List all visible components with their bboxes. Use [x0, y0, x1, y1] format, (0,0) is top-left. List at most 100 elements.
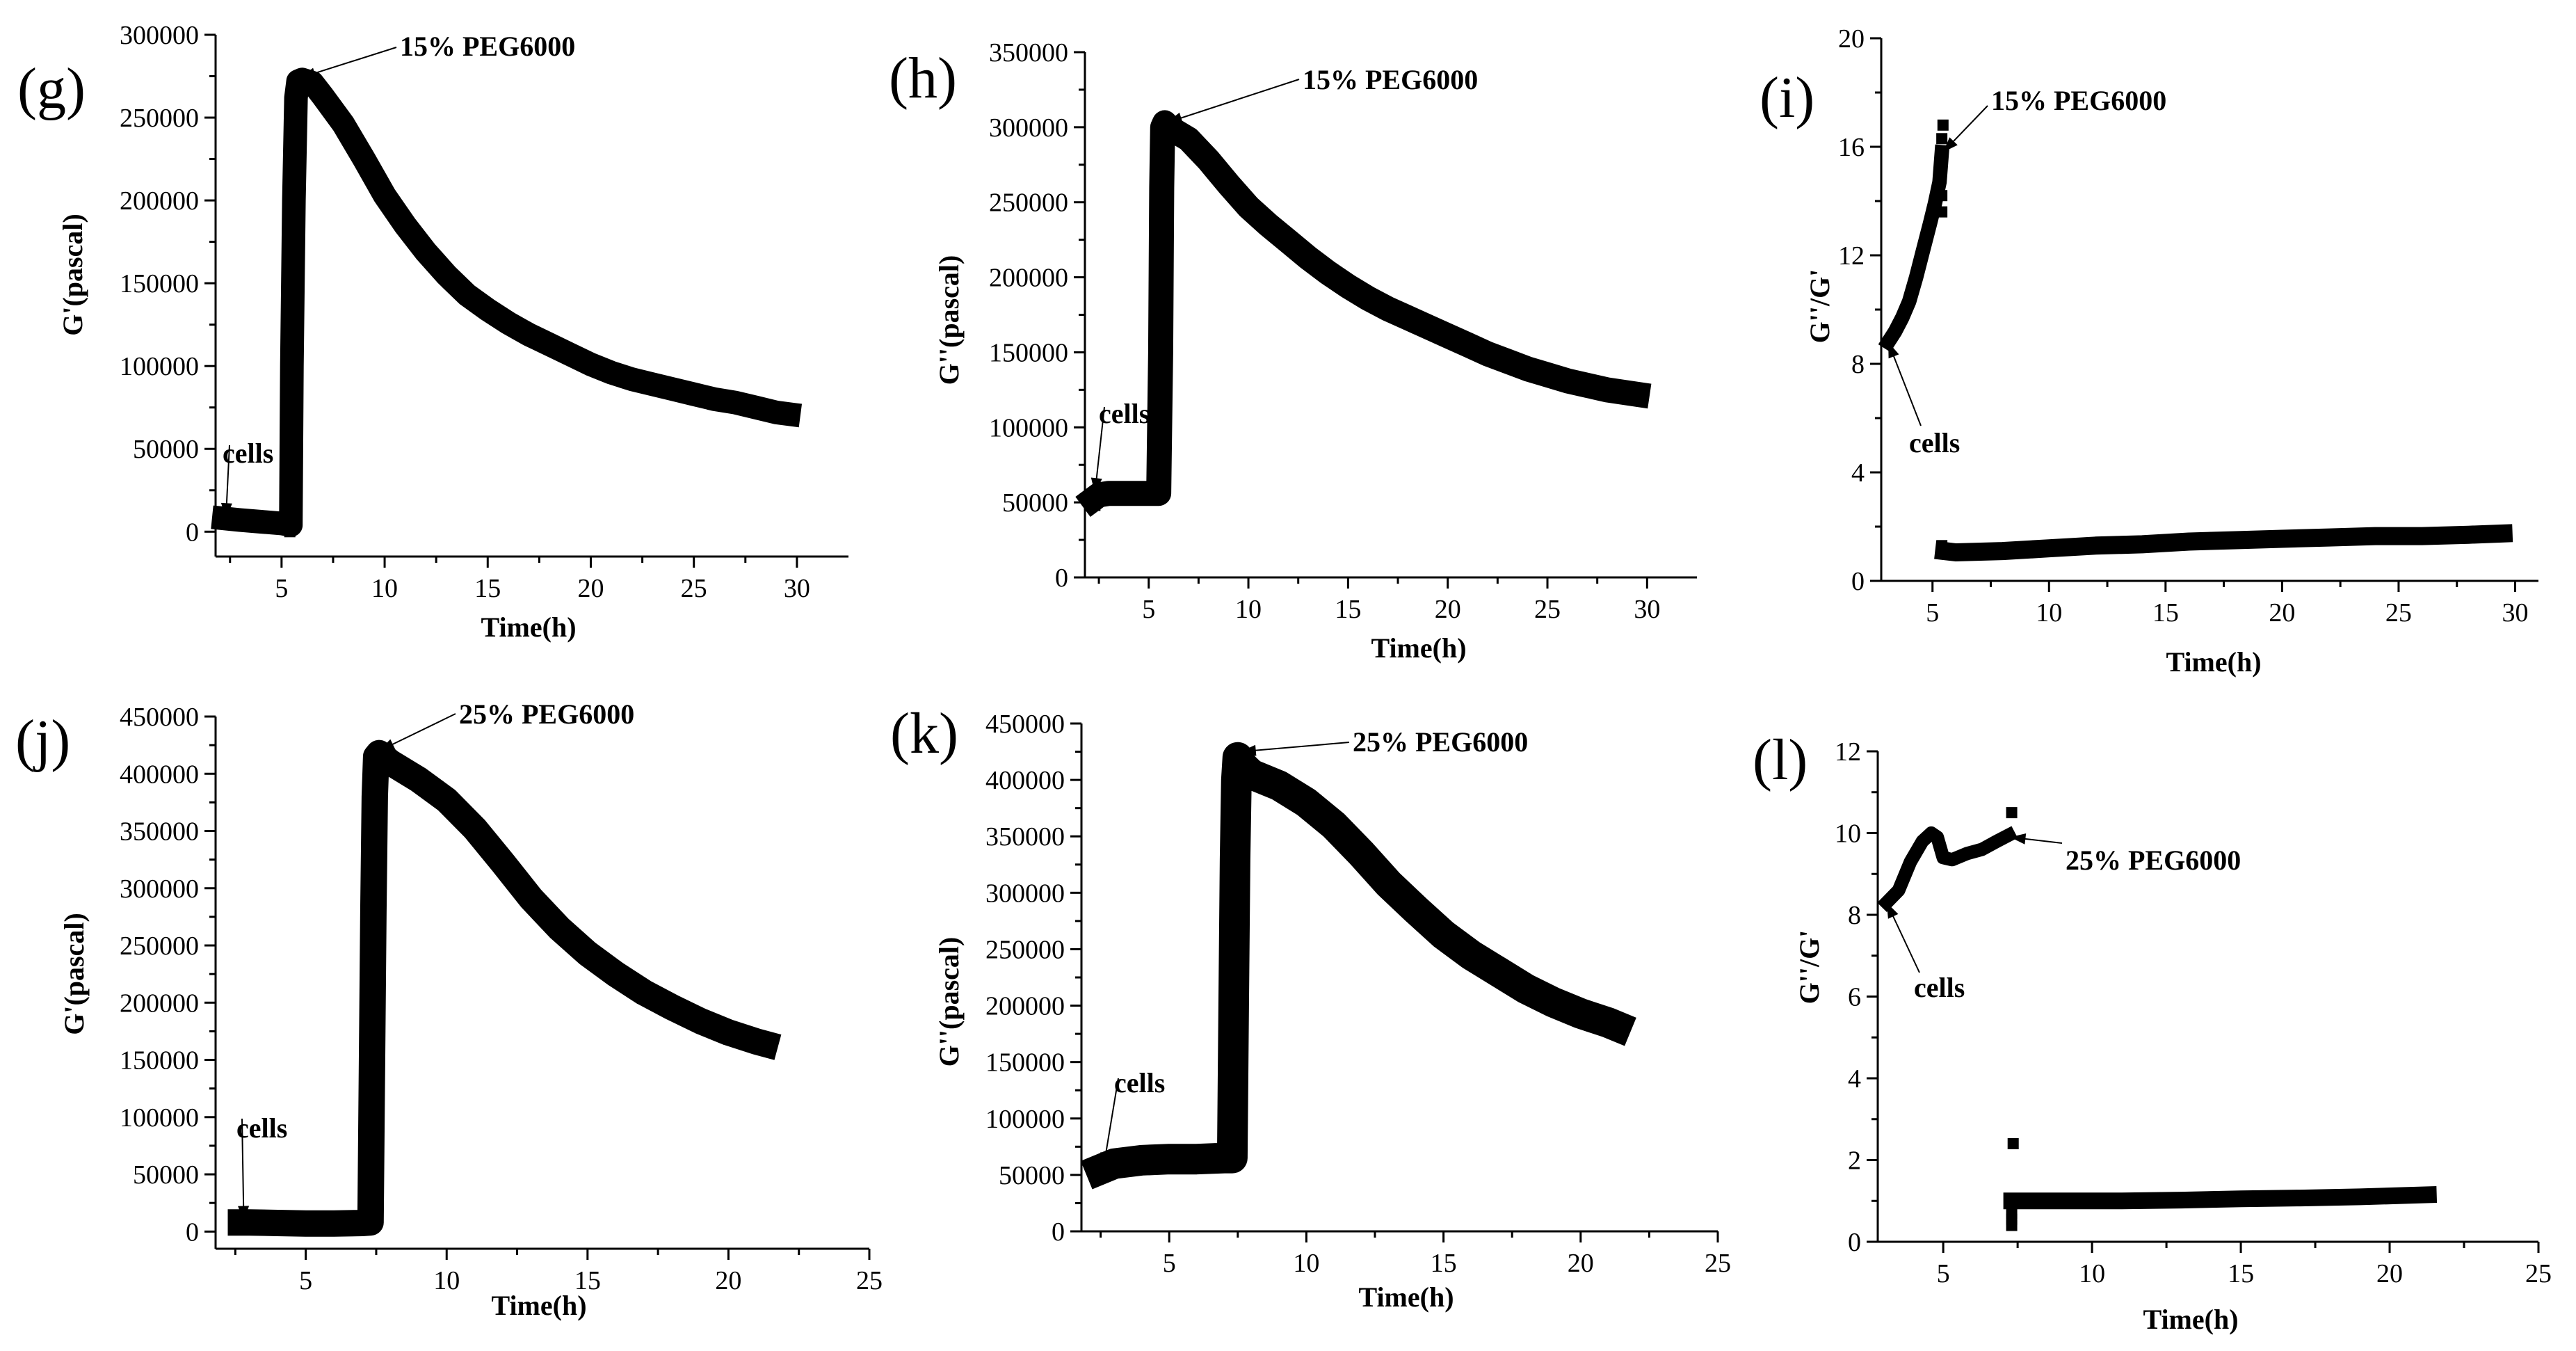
- y-tick-label: 50000: [999, 1161, 1065, 1190]
- y-tick-label: 400000: [120, 760, 199, 789]
- data-point: [367, 1008, 379, 1020]
- y-tick-label: 300000: [120, 21, 199, 50]
- y-axis-title: G'(pascal): [58, 913, 90, 1035]
- x-tick-label: 25: [681, 574, 707, 603]
- data-point: [2007, 1138, 2019, 1149]
- annotation-arrow: [1166, 79, 1300, 124]
- x-tick-label: 20: [715, 1266, 741, 1295]
- data-layer: [1877, 807, 2438, 1231]
- data-series-0: [1080, 742, 1636, 1190]
- x-tick-label: 5: [1926, 598, 1939, 627]
- data-layer: [1080, 742, 1636, 1190]
- x-tick-label: 15: [2228, 1259, 2254, 1288]
- data-point: [367, 962, 379, 974]
- annotation-arrow: [241, 1118, 245, 1222]
- x-tick-label: 10: [2079, 1259, 2105, 1288]
- y-tick-label: 300000: [120, 874, 199, 904]
- y-tick-label: 100000: [120, 352, 199, 381]
- y-tick-label: 350000: [120, 817, 199, 847]
- annotation-arrowhead: [238, 1206, 250, 1222]
- x-tick-label: 20: [1435, 595, 1461, 624]
- y-tick-label: 200000: [120, 989, 199, 1018]
- y-tick-label: 200000: [989, 264, 1068, 293]
- y-tick-label: 6: [1848, 983, 1861, 1012]
- data-point: [284, 471, 296, 483]
- data-point: [285, 377, 297, 388]
- annotation-arrowhead: [1166, 112, 1183, 124]
- annotation-arrowhead: [1100, 1152, 1111, 1169]
- x-tick-label: 30: [784, 574, 810, 603]
- y-tick-label: 4: [1851, 458, 1865, 488]
- annotation-arrow: [300, 47, 397, 79]
- x-axis-title: Time(h): [1358, 1281, 1454, 1313]
- y-tick-label: 8: [1851, 350, 1865, 379]
- panel-h: (h) G''(pascal) Time(h) 15% PEG6000 cell…: [889, 38, 1697, 664]
- y-tick-label: 16: [1838, 133, 1865, 162]
- data-point: [1154, 424, 1166, 436]
- x-tick-label: 15: [1335, 595, 1361, 624]
- data-series-0: [211, 67, 803, 537]
- data-point: [284, 493, 296, 504]
- annotation-arrowhead: [1888, 342, 1899, 359]
- annotation-arrowhead: [1886, 902, 1899, 919]
- data-point: [1154, 365, 1166, 376]
- y-tick-label: 100000: [985, 1105, 1065, 1134]
- annotation-arrowhead: [1942, 137, 1958, 152]
- data-point: [2006, 807, 2018, 819]
- x-tick-label: 10: [2036, 598, 2062, 627]
- x-tick-label: 10: [371, 574, 398, 603]
- y-tick-label: 450000: [120, 703, 199, 732]
- y-tick-label: 0: [1055, 563, 1068, 593]
- data-series-0: [1075, 110, 1652, 517]
- y-tick-label: 350000: [989, 38, 1068, 67]
- data-series-0: [1878, 144, 1950, 353]
- data-series-1: [1934, 524, 2513, 561]
- y-tick-label: 250000: [989, 189, 1068, 218]
- y-tick-label: 350000: [985, 822, 1065, 852]
- axes: 5 10 15 20 25 0 50000 100000 150000 200000 250000 3…: [120, 703, 883, 1295]
- y-axis-title: G''/G': [1794, 930, 1825, 1005]
- x-axis-title: Time(h): [491, 1290, 586, 1321]
- y-tick-label: 8: [1848, 901, 1861, 930]
- data-point: [1229, 1056, 1241, 1068]
- y-tick-label: 300000: [985, 879, 1065, 908]
- data-layer: [227, 713, 782, 1237]
- x-tick-label: 5: [1163, 1249, 1176, 1278]
- y-tick-label: 250000: [120, 932, 199, 961]
- data-point: [1229, 1096, 1241, 1108]
- x-tick-label: 5: [1937, 1259, 1950, 1288]
- y-tick-label: 20: [1838, 24, 1865, 54]
- data-point: [1229, 1016, 1241, 1028]
- x-tick-label: 25: [1534, 595, 1561, 624]
- data-point: [2006, 1207, 2018, 1219]
- y-tick-label: 50000: [1002, 488, 1068, 518]
- x-tick-label: 25: [1705, 1249, 1731, 1278]
- x-tick-label: 25: [2525, 1259, 2552, 1288]
- panel-label: (j): [15, 708, 70, 773]
- y-tick-label: 50000: [133, 1160, 199, 1190]
- annotation-cells: cells: [1099, 398, 1150, 429]
- annotation-arrowhead: [2010, 833, 2027, 845]
- x-axis-title: Time(h): [1371, 632, 1466, 664]
- x-tick-label: 30: [1634, 595, 1660, 624]
- annotation-peg: 15% PEG6000: [1303, 64, 1478, 95]
- y-tick-label: 4: [1848, 1064, 1861, 1094]
- data-point: [1937, 119, 1949, 131]
- annotation-arrowhead: [1090, 477, 1102, 494]
- x-tick-label: 20: [2376, 1259, 2403, 1288]
- data-point: [367, 934, 379, 945]
- annotation-cells: cells: [236, 1112, 287, 1144]
- y-tick-label: 0: [1851, 567, 1865, 596]
- panel-i: (i) G''/G' Time(h) 15% PEG6000 cells 5 10…: [1760, 24, 2538, 678]
- data-point: [1936, 540, 1948, 552]
- annotation-arrowhead: [1240, 744, 1257, 756]
- x-tick-label: 20: [1568, 1249, 1594, 1278]
- x-tick-label: 25: [2385, 598, 2412, 627]
- y-tick-label: 450000: [985, 710, 1065, 739]
- x-tick-label: 25: [856, 1266, 883, 1295]
- data-point: [366, 1185, 378, 1197]
- y-tick-label: 10: [1835, 820, 1861, 849]
- axes: 5 10 15 20 25 0 2 4 6 8 10 12: [1835, 737, 2552, 1288]
- x-tick-label: 30: [2502, 598, 2528, 627]
